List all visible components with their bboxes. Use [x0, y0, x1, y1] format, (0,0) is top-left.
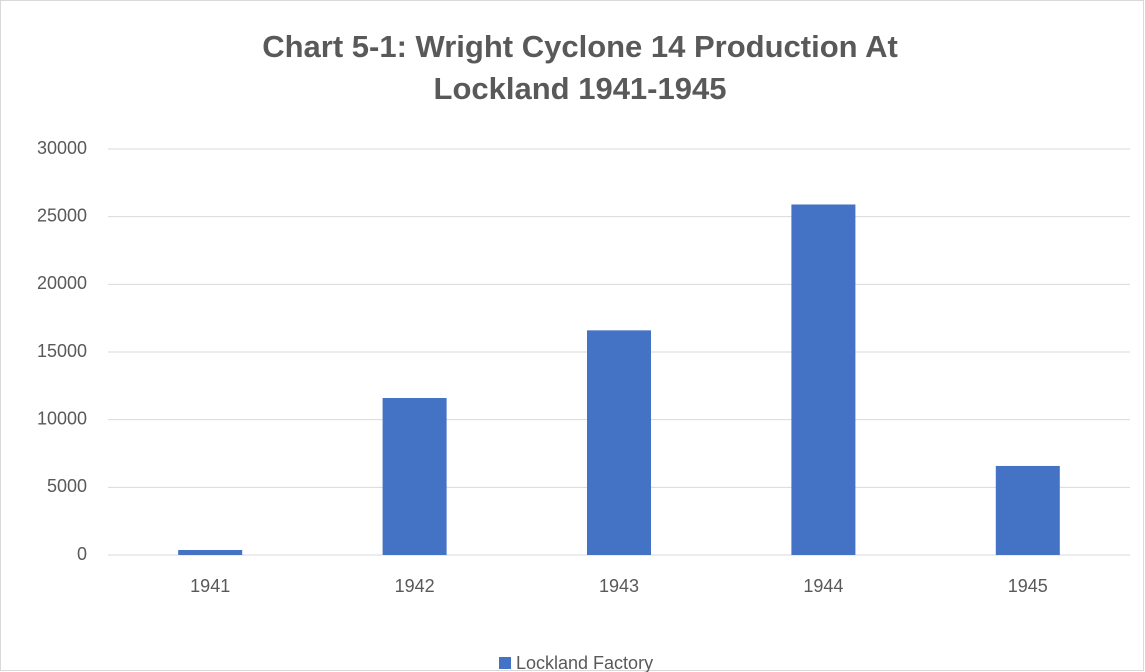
y-tick-label: 10000 [37, 408, 87, 428]
x-tick-label: 1943 [599, 576, 639, 596]
x-tick-label: 1944 [803, 576, 843, 596]
chart-title: Chart 5-1: Wright Cyclone 14 Production … [262, 29, 898, 106]
y-tick-label: 15000 [37, 341, 87, 361]
x-tick-label: 1941 [190, 576, 230, 596]
legend-label: Lockland Factory [516, 653, 653, 672]
legend-swatch [499, 657, 511, 669]
y-tick-label: 0 [77, 544, 87, 564]
x-tick-label: 1945 [1008, 576, 1048, 596]
bar [791, 204, 856, 555]
bar [382, 398, 447, 555]
y-tick-label: 5000 [47, 476, 87, 496]
y-tick-label: 20000 [37, 273, 87, 293]
bar [995, 465, 1060, 555]
bar [587, 330, 651, 555]
x-tick-label: 1942 [395, 576, 435, 596]
y-tick-label: 25000 [37, 205, 87, 225]
y-tick-label: 30000 [37, 138, 87, 158]
bar [178, 549, 243, 555]
